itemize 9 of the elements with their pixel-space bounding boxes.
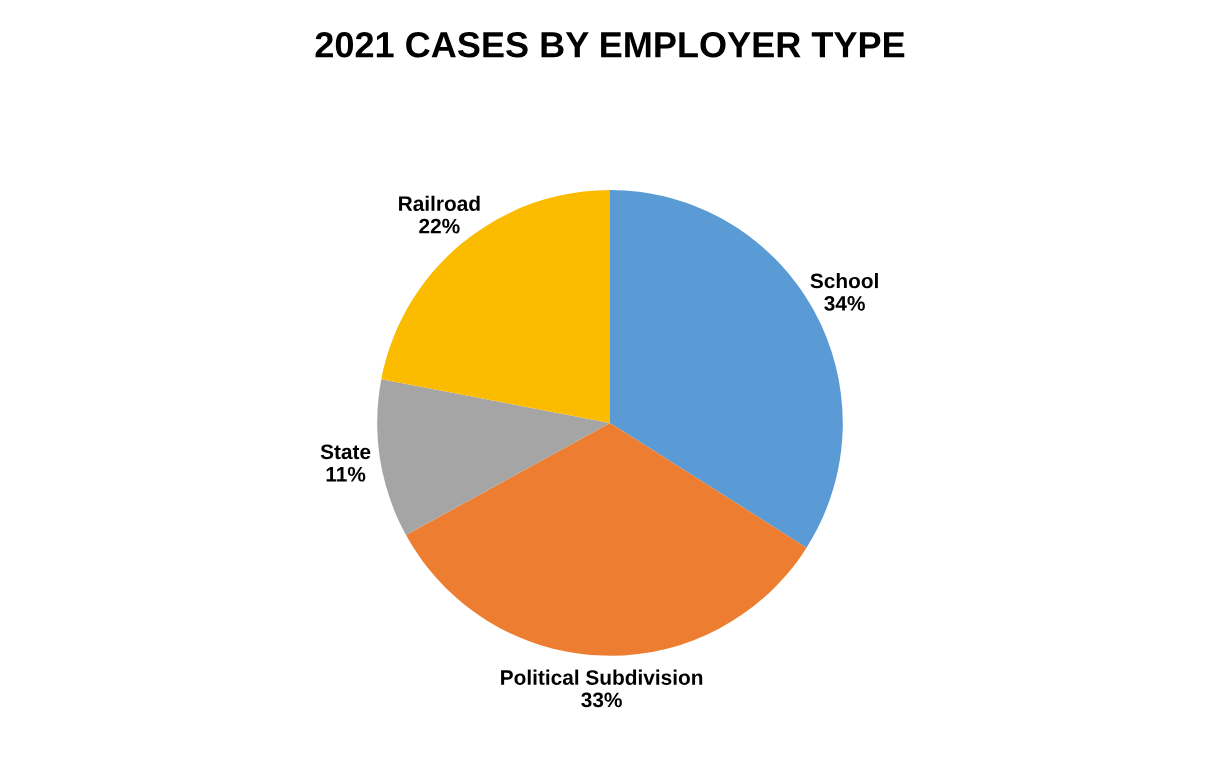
data-label: 33% xyxy=(581,692,622,708)
slice-label: School xyxy=(810,273,878,289)
data-label: 34% xyxy=(824,296,865,311)
chart-title: 2021 CASES BY EMPLOYER TYPE xyxy=(315,31,905,58)
slice-label: Railroad xyxy=(399,195,480,212)
data-label: 11% xyxy=(326,466,366,482)
data-label: 22% xyxy=(419,218,460,234)
slice-label: State xyxy=(320,444,371,460)
slice-label: Political Subdivision xyxy=(501,669,703,685)
